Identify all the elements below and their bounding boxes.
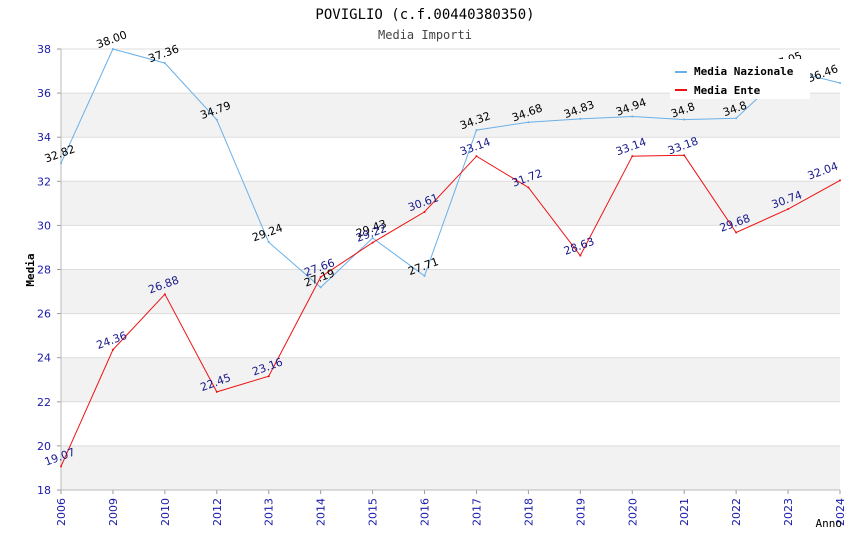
y-tick-label: 26 [37, 308, 51, 321]
data-point [579, 117, 582, 120]
chart-title: POVIGLIO (c.f.00440380350) [315, 7, 534, 23]
data-point [735, 231, 738, 234]
y-tick-label: 38 [37, 43, 51, 56]
legend-box [670, 59, 810, 99]
data-label: 33.18 [666, 134, 700, 157]
x-tick-label: 2018 [522, 498, 535, 526]
data-point [423, 274, 426, 277]
chart-subtitle: Media Importi [378, 28, 472, 42]
y-axis-title: Media [24, 253, 37, 286]
grid-band [61, 445, 840, 490]
x-tick-label: 2023 [782, 498, 795, 526]
x-tick-label: 2020 [626, 498, 639, 526]
data-label: 33.14 [458, 135, 492, 158]
legend: Media Nazionale Media Ente [670, 59, 810, 99]
legend-label-nazionale: Media Nazionale [694, 65, 794, 78]
data-point [371, 236, 374, 239]
x-tick-label: 2006 [55, 498, 68, 526]
y-tick-label: 36 [37, 87, 51, 100]
data-point [215, 390, 218, 393]
data-point [839, 179, 841, 182]
data-point [267, 241, 270, 244]
y-tick-label: 30 [37, 219, 51, 232]
data-point [683, 118, 686, 121]
data-point [579, 254, 582, 257]
series-lines [60, 48, 841, 468]
data-point [683, 154, 686, 157]
data-label: 33.14 [614, 135, 648, 158]
x-tick-label: 2010 [159, 498, 172, 526]
data-point [319, 275, 322, 278]
series-line-1 [60, 154, 841, 467]
data-point [163, 293, 166, 296]
grid-band [61, 93, 840, 138]
data-point [319, 286, 322, 289]
x-tick-label: 2019 [574, 498, 587, 526]
data-point [475, 155, 478, 158]
x-tick-label: 2009 [107, 498, 120, 526]
data-point [475, 129, 478, 132]
data-label: 37.36 [147, 42, 181, 65]
data-point [735, 117, 738, 120]
legend-label-ente: Media Ente [694, 84, 761, 97]
data-point [787, 208, 790, 211]
data-point [631, 155, 634, 158]
series-line-0 [60, 48, 841, 289]
data-point [111, 348, 114, 351]
data-point [631, 115, 634, 118]
data-point [60, 465, 62, 468]
data-point [527, 186, 530, 189]
data-point [839, 81, 841, 84]
data-point [215, 118, 218, 121]
data-point [423, 210, 426, 213]
y-tick-label: 22 [37, 396, 51, 409]
data-point [111, 48, 114, 50]
x-tick-label: 2021 [678, 498, 691, 526]
x-axis-title: Anno [816, 517, 843, 530]
y-tick-label: 24 [37, 352, 51, 365]
data-point [60, 162, 62, 165]
data-label: 32.04 [806, 160, 840, 183]
grid-bands [61, 93, 840, 490]
data-label: 38.00 [95, 28, 129, 51]
data-point [163, 62, 166, 65]
grid-band [61, 269, 840, 314]
data-label: 32.82 [43, 142, 77, 165]
y-tick-label: 28 [37, 264, 51, 277]
y-tick-label: 34 [37, 131, 51, 144]
grid-band [61, 357, 840, 402]
x-tick-label: 2022 [730, 498, 743, 526]
y-tick-label: 20 [37, 440, 51, 453]
y-tick-label: 18 [37, 484, 51, 497]
x-tick-label: 2012 [211, 498, 224, 526]
x-tick-label: 2024 [834, 498, 847, 526]
data-point [371, 241, 374, 244]
data-point [267, 375, 270, 378]
x-tick-label: 2014 [315, 498, 328, 526]
x-tick-label: 2013 [263, 498, 276, 526]
data-label: 24.36 [95, 329, 129, 352]
x-tick-label: 2017 [470, 498, 483, 526]
y-tick-label: 32 [37, 175, 51, 188]
x-tick-label: 2015 [367, 498, 380, 526]
x-tick-label: 2016 [419, 498, 432, 526]
data-point [527, 121, 530, 124]
